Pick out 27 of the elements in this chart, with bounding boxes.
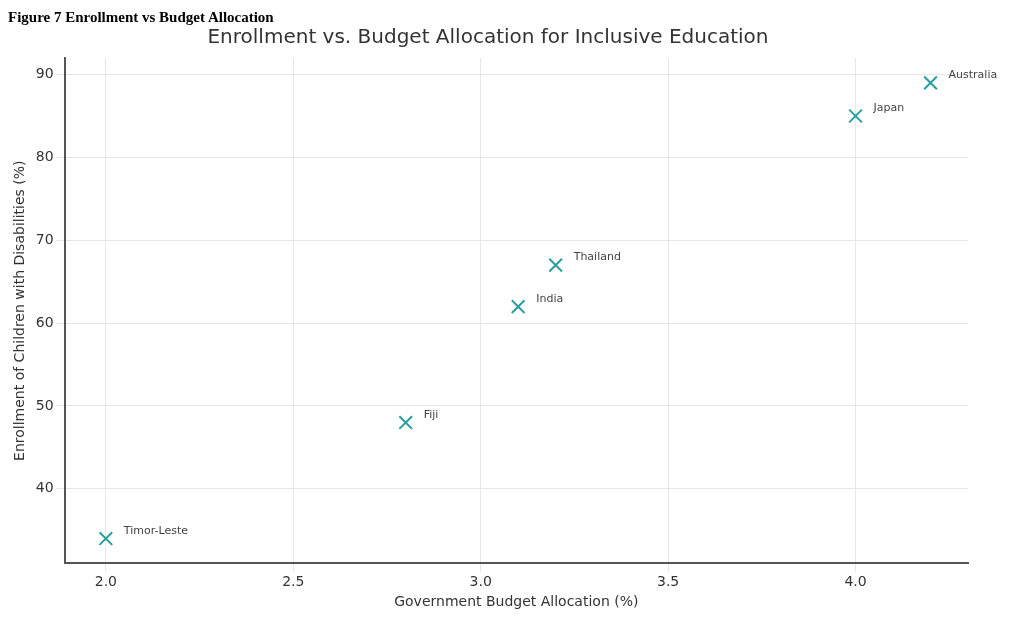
point: [923, 75, 938, 91]
x-tick-label: 2.5: [282, 573, 305, 590]
x-axis-title: Government Budget Allocation (%): [394, 593, 639, 610]
caption: Figure 7 Enrollment vs Budget Allocation: [8, 8, 275, 26]
point: [398, 415, 414, 430]
x-tick-label: 4.0: [844, 573, 867, 590]
point: [98, 531, 114, 546]
y-axis-title: Enrollment of Children with Disabilities (%): [11, 160, 28, 461]
point: [848, 108, 863, 124]
annotation: India: [536, 291, 564, 305]
x-tick-label: 3.5: [656, 573, 680, 590]
annotation: Japan: [872, 101, 905, 115]
point: [548, 257, 564, 273]
y-tick-label: 90: [35, 65, 54, 82]
y-tick-label: 70: [35, 230, 54, 247]
x-tick-label: 2.0: [94, 573, 117, 590]
chart-title: Enrollment vs. Budget Allocation for Inclusive Education: [207, 24, 769, 49]
y-tick-label: 40: [35, 479, 54, 496]
x-tick-label: 3.0: [469, 573, 492, 590]
annotation: Australia: [948, 68, 998, 82]
y-tick-label: 50: [35, 396, 54, 413]
y-tick-label: 60: [35, 313, 54, 330]
y-tick-label: 80: [35, 148, 54, 165]
annotation: Fiji: [423, 407, 439, 421]
annotation: Thailand: [572, 250, 621, 264]
point: [510, 299, 526, 314]
annotation: Timor-Leste: [122, 523, 189, 537]
